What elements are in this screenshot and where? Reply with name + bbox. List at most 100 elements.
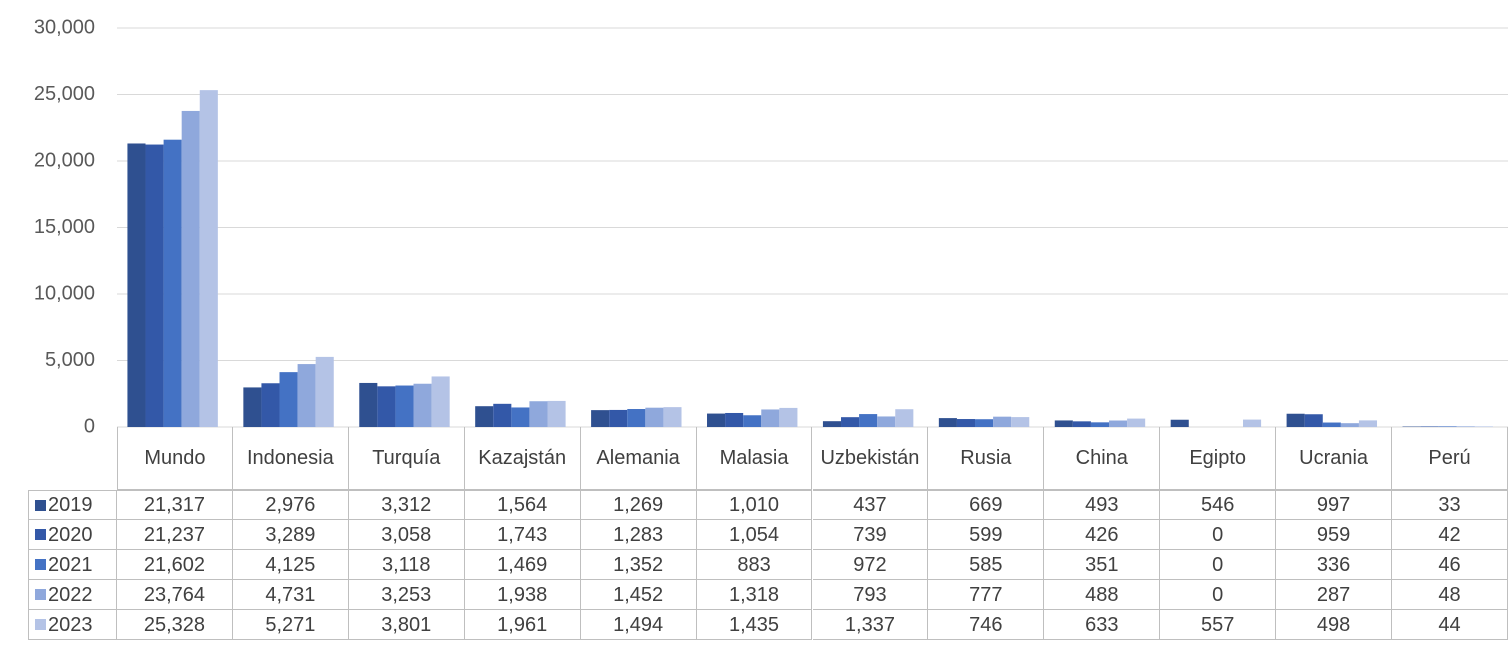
bar (1054, 420, 1073, 427)
table-value: 3,312 (348, 490, 465, 520)
table-value: 739 (812, 520, 929, 550)
table-value: 669 (928, 490, 1045, 520)
legend-label: 2021 (48, 553, 93, 576)
category-label: Perú (1392, 427, 1508, 490)
bar (243, 387, 262, 427)
bar (475, 406, 494, 427)
table-value: 4,125 (232, 550, 349, 580)
legend-entry: 2020 (28, 520, 117, 550)
category-label: Uzbekistán (812, 427, 929, 490)
table-value: 4,731 (232, 580, 349, 610)
bar (1011, 417, 1030, 427)
bar (663, 407, 682, 427)
bar (127, 143, 146, 428)
table-value: 883 (696, 550, 813, 580)
bar (493, 403, 512, 427)
bar (1456, 426, 1475, 427)
table-value: 1,269 (580, 490, 697, 520)
table-value: 1,435 (696, 610, 813, 640)
bar (529, 401, 548, 427)
bar (1286, 413, 1305, 427)
table-value: 42 (1392, 520, 1508, 550)
bar (841, 417, 860, 427)
table-value: 287 (1276, 580, 1393, 610)
bar (645, 407, 664, 427)
bar (1127, 418, 1146, 427)
bar (1170, 419, 1189, 427)
table-value: 1,054 (696, 520, 813, 550)
y-tick-label: 10,000 (34, 282, 95, 304)
table-value: 488 (1044, 580, 1161, 610)
bar (547, 400, 566, 427)
table-value: 1,352 (580, 550, 697, 580)
legend-swatch (35, 589, 46, 600)
table-value: 546 (1160, 490, 1277, 520)
table-value: 336 (1276, 550, 1393, 580)
bar (315, 356, 334, 427)
category-label: Indonesia (232, 427, 349, 490)
category-label: China (1044, 427, 1161, 490)
bar (591, 410, 610, 427)
bar (163, 139, 182, 427)
table-value: 21,237 (117, 520, 233, 550)
table-value: 746 (928, 610, 1045, 640)
table-value: 5,271 (232, 610, 349, 640)
table-value: 585 (928, 550, 1045, 580)
table-value: 997 (1276, 490, 1393, 520)
bar (1340, 423, 1359, 427)
bar (377, 386, 396, 427)
bar (145, 144, 164, 427)
bar (1322, 422, 1341, 427)
y-tick-label: 25,000 (34, 83, 95, 105)
category-label: Kazajstán (464, 427, 581, 490)
bar (938, 418, 957, 427)
table-value: 0 (1160, 550, 1277, 580)
legend-label: 2022 (48, 583, 93, 606)
bar (511, 407, 530, 427)
table-value: 1,337 (812, 610, 929, 640)
table-value: 777 (928, 580, 1045, 610)
bar (1072, 421, 1091, 427)
bar (181, 110, 200, 428)
legend-entry: 2021 (28, 550, 117, 580)
bar (1438, 426, 1457, 427)
y-tick-label: 0 (84, 415, 95, 437)
legend-swatch (35, 529, 46, 540)
bar (359, 382, 378, 427)
table-value: 351 (1044, 550, 1161, 580)
table-value: 48 (1392, 580, 1508, 610)
category-label: Mundo (117, 427, 233, 490)
table-value: 437 (812, 490, 929, 520)
table-value: 972 (812, 550, 929, 580)
legend-swatch (35, 559, 46, 570)
legend-swatch (35, 619, 46, 630)
category-label: Egipto (1160, 427, 1277, 490)
table-value: 25,328 (117, 610, 233, 640)
table-value: 1,010 (696, 490, 813, 520)
table-value: 633 (1044, 610, 1161, 640)
table-value: 2,976 (232, 490, 349, 520)
category-label: Turquía (348, 427, 465, 490)
bar (1474, 426, 1493, 427)
table-value: 0 (1160, 580, 1277, 610)
bar (297, 364, 316, 427)
table-value: 959 (1276, 520, 1393, 550)
bar (1358, 420, 1378, 427)
bar (877, 416, 896, 427)
bar (431, 376, 450, 427)
bar (707, 413, 726, 427)
table-value: 1,743 (464, 520, 581, 550)
table-value: 426 (1044, 520, 1161, 550)
bar (1420, 426, 1439, 427)
table-value: 793 (812, 580, 929, 610)
table-value: 3,801 (348, 610, 465, 640)
table-value: 3,289 (232, 520, 349, 550)
bar (1304, 414, 1323, 427)
table-value: 599 (928, 520, 1045, 550)
bar (779, 407, 798, 427)
table-value: 0 (1160, 520, 1277, 550)
table-value: 1,452 (580, 580, 697, 610)
bar (413, 383, 432, 427)
